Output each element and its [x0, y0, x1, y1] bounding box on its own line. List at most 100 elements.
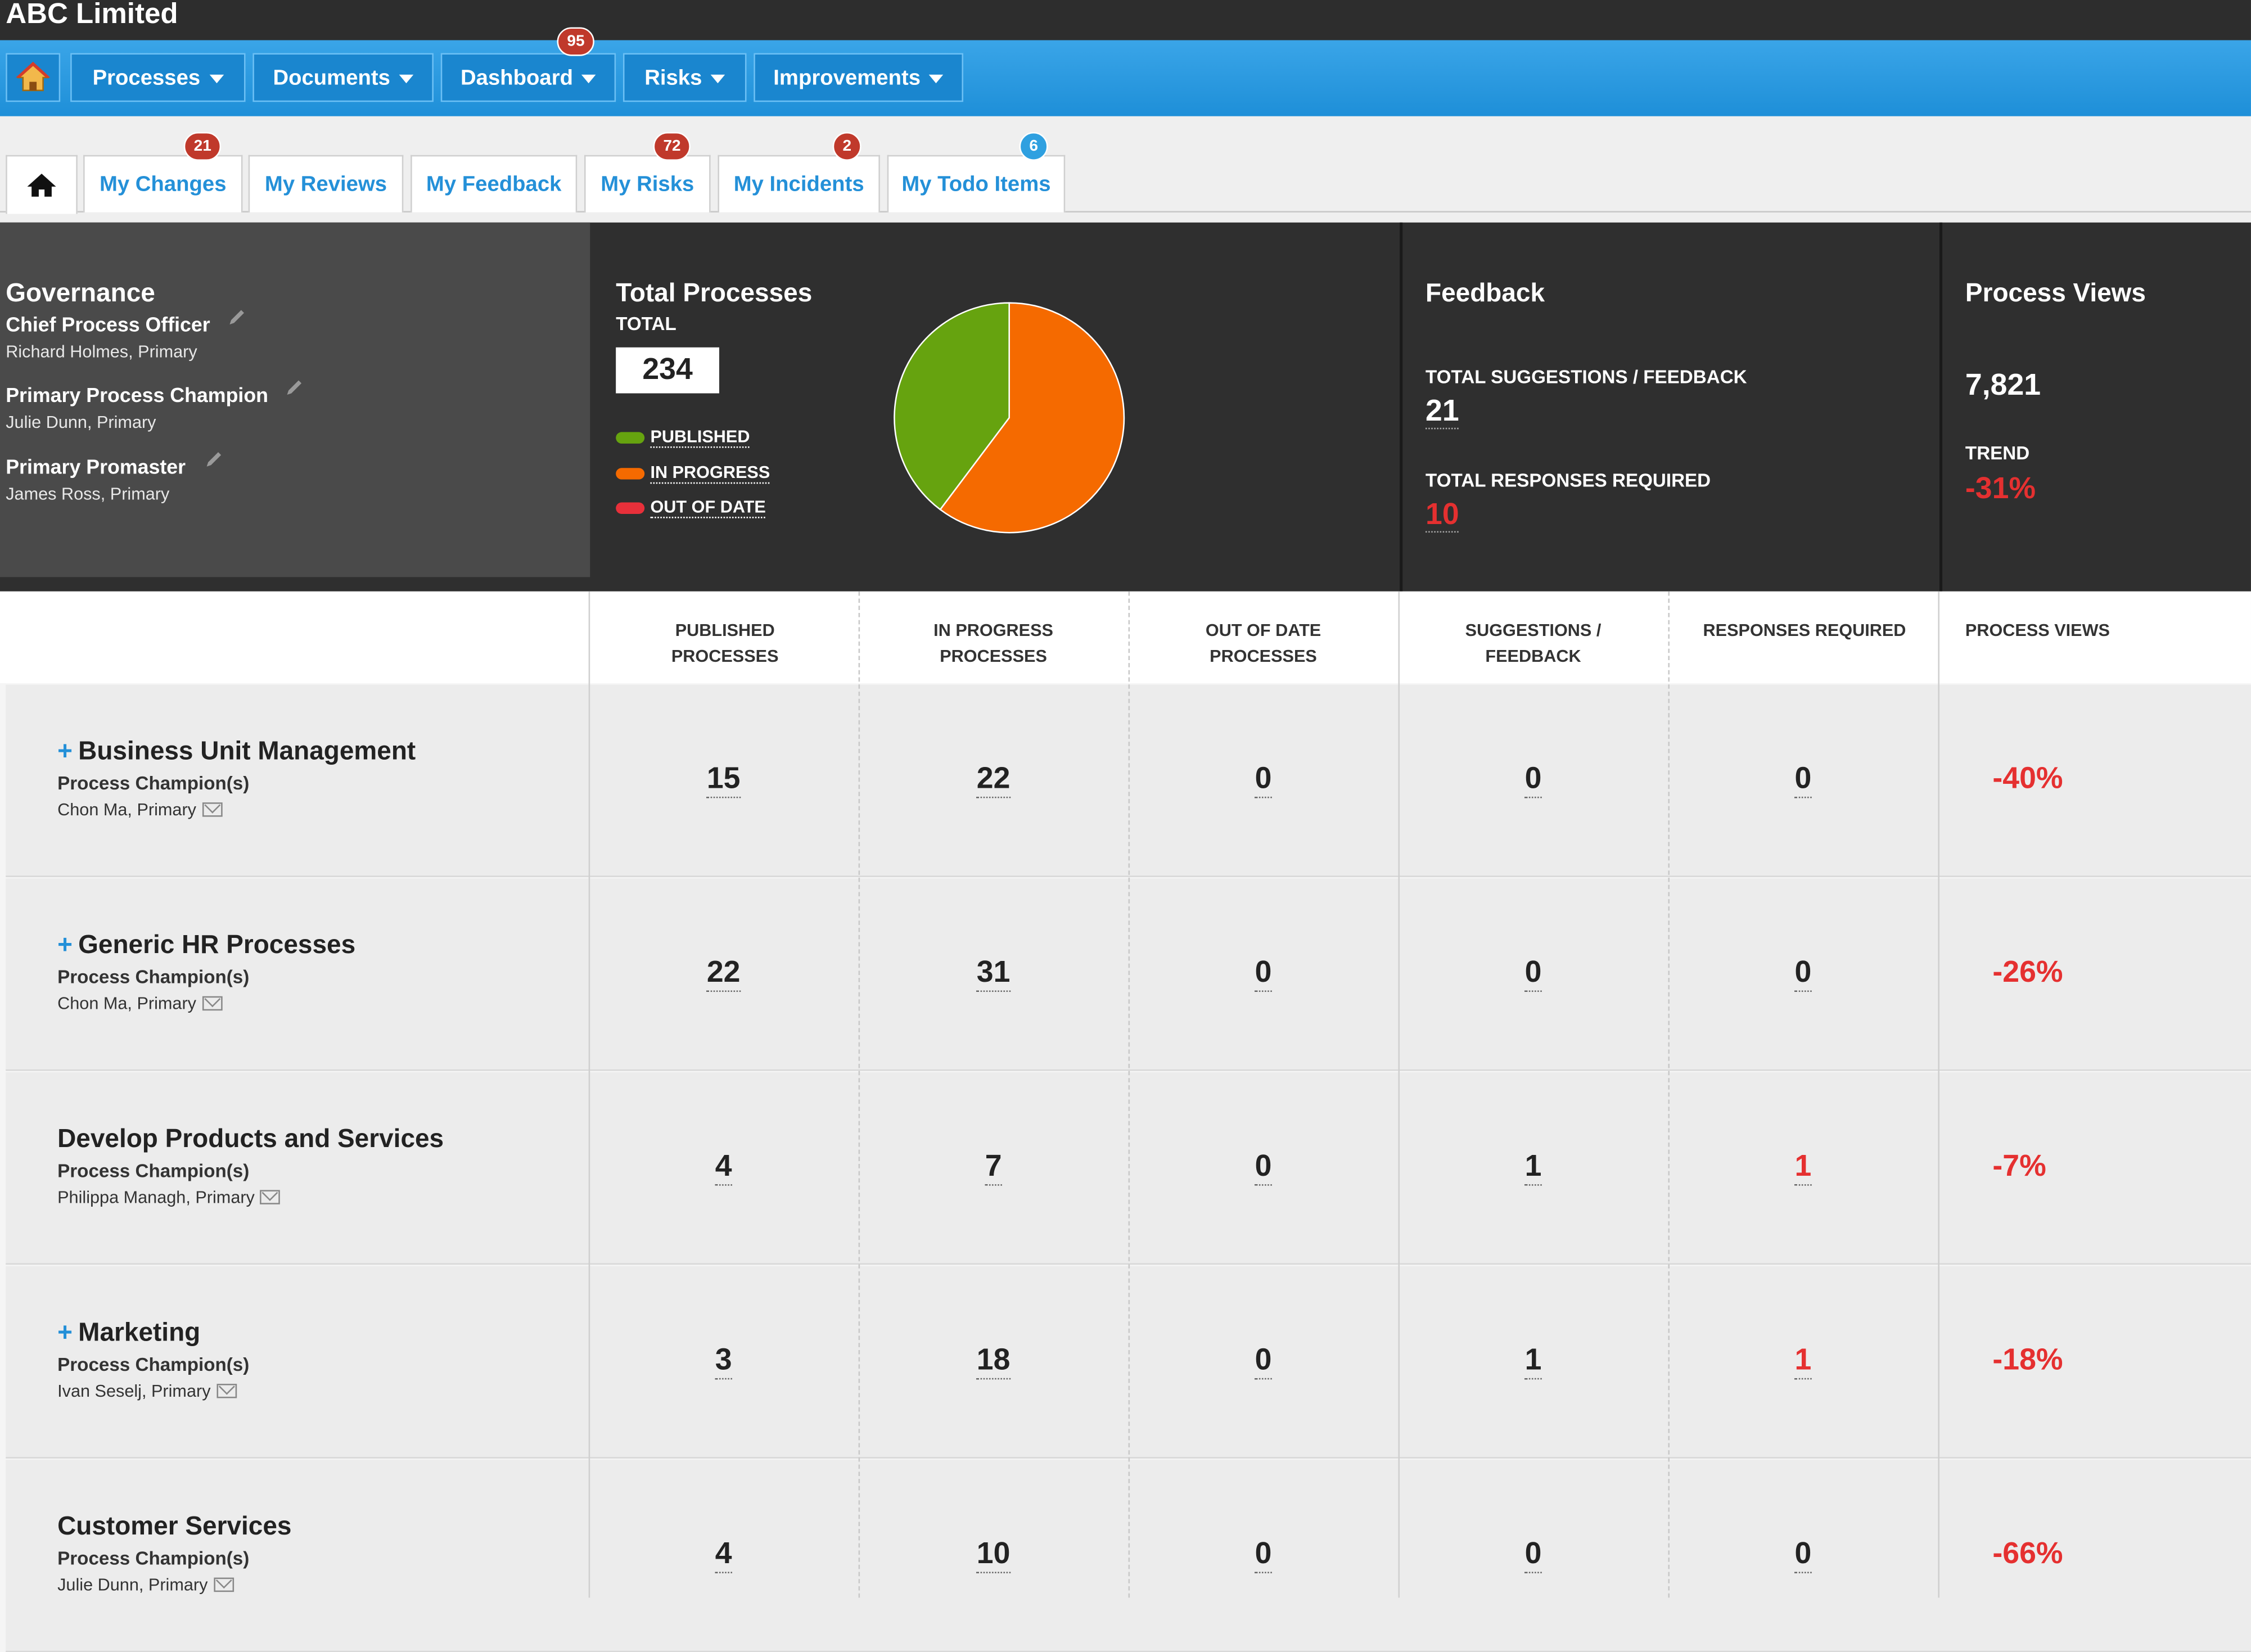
pie-slice-published[interactable] [894, 302, 1010, 511]
cell-published[interactable]: 4 [695, 1537, 752, 1573]
cell-responses[interactable]: 0 [1774, 956, 1832, 992]
legend-swatch [616, 431, 645, 443]
cell-value: 0 [1524, 1537, 1542, 1573]
expand-icon[interactable]: + [57, 930, 73, 959]
process-name-label: Develop Products and Services [57, 1123, 444, 1153]
cell-out-of_date[interactable]: 0 [1234, 956, 1292, 992]
tab-my-risks[interactable]: My Risks [584, 155, 711, 213]
suggestions-value[interactable]: 21 [1426, 395, 1459, 430]
legend-in-progress[interactable]: IN PROGRESS [616, 462, 770, 484]
nav-documents[interactable]: Documents [252, 53, 434, 102]
pencil-icon[interactable] [204, 449, 224, 470]
cell-responses[interactable]: 0 [1774, 762, 1832, 798]
summary-panel: Governance Chief Process Officer Richard… [0, 222, 2251, 592]
cell-published[interactable]: 4 [695, 1149, 752, 1186]
expand-icon[interactable]: + [57, 736, 73, 765]
tab-home[interactable] [6, 155, 78, 214]
mail-icon[interactable] [213, 1577, 234, 1592]
nav-documents-label: Documents [273, 65, 390, 90]
table-row[interactable]: + Business Unit Management Process Champio… [6, 684, 2251, 877]
champion-person: Chon Ma, Primary [57, 800, 222, 820]
nav-dashboard[interactable]: Dashboard [440, 53, 616, 102]
process-name[interactable]: + Business Unit Management [57, 737, 416, 767]
cell-published[interactable]: 3 [695, 1343, 752, 1380]
table-row[interactable]: + Marketing Process Champion(s) Ivan Seselj… [6, 1266, 2251, 1459]
tab-my-reviews[interactable]: My Reviews [248, 155, 404, 213]
pencil-icon[interactable] [227, 307, 247, 327]
cell-value: 1 [1794, 1149, 1812, 1186]
cell-in-progress[interactable]: 22 [965, 762, 1022, 798]
legend-swatch [616, 502, 645, 513]
col-in-progress-l1: IN PROGRESS [933, 620, 1053, 640]
mail-icon[interactable] [260, 1190, 281, 1204]
process-name[interactable]: Develop Products and Services [57, 1124, 444, 1154]
responses-value[interactable]: 10 [1426, 498, 1459, 533]
feedback-title: Feedback [1426, 278, 1545, 308]
col-suggestions-l1: SUGGESTIONS / [1465, 620, 1602, 640]
table-header: PUBLISHED PROCESSES IN PROGRESS PROCESSES … [0, 591, 2251, 684]
nav-improvements[interactable]: Improvements [754, 53, 963, 102]
col-published: PUBLISHED PROCESSES [617, 617, 833, 669]
champion-name: Ivan Seselj, Primary [57, 1380, 211, 1401]
cell-in-progress[interactable]: 7 [965, 1149, 1022, 1186]
cell-out-of_date[interactable]: 0 [1234, 1343, 1292, 1380]
tab-my-feedback[interactable]: My Feedback [410, 155, 578, 213]
process-name[interactable]: + Generic HR Processes [57, 930, 355, 960]
cell-value: 0 [1794, 762, 1812, 798]
governance-panel: Governance Chief Process Officer Richard… [0, 222, 590, 577]
column-separator [1128, 591, 1130, 1598]
cell-out-of_date[interactable]: 0 [1234, 1149, 1292, 1186]
cell-responses[interactable]: 0 [1774, 1537, 1832, 1573]
table-row[interactable]: Develop Products and Services Process Cha… [6, 1072, 2251, 1265]
legend-out-of-date[interactable]: OUT OF DATE [616, 496, 766, 518]
process-pie-chart[interactable] [890, 299, 1129, 537]
gov-name-3: James Ross, Primary [6, 484, 170, 504]
cell-suggestions[interactable]: 0 [1504, 1537, 1562, 1573]
cell-suggestions[interactable]: 1 [1504, 1343, 1562, 1380]
cell-value: 31 [976, 956, 1011, 992]
cell-process-views: -7% [1992, 1149, 2046, 1183]
divider [1939, 222, 1943, 592]
cell-suggestions[interactable]: 0 [1504, 956, 1562, 992]
nav-risks[interactable]: Risks [622, 53, 747, 102]
trend-label: TREND [1965, 442, 2030, 464]
cell-out-of_date[interactable]: 0 [1234, 1537, 1292, 1573]
cell-out-of_date[interactable]: 0 [1234, 762, 1292, 798]
champion-name: Philippa Managh, Primary [57, 1187, 255, 1207]
mail-icon[interactable] [202, 802, 222, 817]
cell-suggestions[interactable]: 1 [1504, 1149, 1562, 1186]
nav-processes[interactable]: Processes [70, 53, 246, 102]
champion-name: Julie Dunn, Primary [57, 1574, 208, 1595]
process-name[interactable]: + Marketing [57, 1318, 200, 1348]
nav-risks-label: Risks [644, 65, 702, 90]
cell-published[interactable]: 22 [695, 956, 752, 992]
process-name-label: Generic HR Processes [78, 930, 356, 959]
table-row[interactable]: + Generic HR Processes Process Champion(s)… [6, 878, 2251, 1071]
legend-label: PUBLISHED [650, 426, 750, 448]
cell-suggestions[interactable]: 0 [1504, 762, 1562, 798]
legend-label: OUT OF DATE [650, 496, 766, 518]
cell-published[interactable]: 15 [695, 762, 752, 798]
pencil-icon[interactable] [284, 377, 304, 398]
cell-responses[interactable]: 1 [1774, 1149, 1832, 1186]
tab-my-reviews-label: My Reviews [264, 172, 387, 197]
legend-published[interactable]: PUBLISHED [616, 426, 750, 448]
process-name[interactable]: Customer Services [57, 1511, 291, 1542]
pie-slice-in-progress[interactable] [939, 302, 1125, 534]
tab-my-changes[interactable]: My Changes [83, 155, 243, 213]
cell-in-progress[interactable]: 31 [965, 956, 1022, 992]
gov-name-1: Richard Holmes, Primary [6, 341, 197, 362]
mail-icon[interactable] [216, 1383, 237, 1398]
nav-home-button[interactable] [6, 53, 61, 102]
cell-value: 0 [1524, 762, 1542, 798]
views-count: 7,821 [1965, 369, 2041, 402]
mail-icon[interactable] [202, 996, 222, 1011]
tab-my-todo-items[interactable]: My Todo Items [887, 155, 1066, 213]
expand-icon[interactable]: + [57, 1317, 73, 1347]
tab-divider [0, 211, 2251, 213]
cell-in-progress[interactable]: 18 [965, 1343, 1022, 1380]
my-risks-badge: 72 [653, 132, 691, 161]
cell-in-progress[interactable]: 10 [965, 1537, 1022, 1573]
cell-responses[interactable]: 1 [1774, 1343, 1832, 1380]
tab-my-incidents[interactable]: My Incidents [718, 155, 880, 213]
